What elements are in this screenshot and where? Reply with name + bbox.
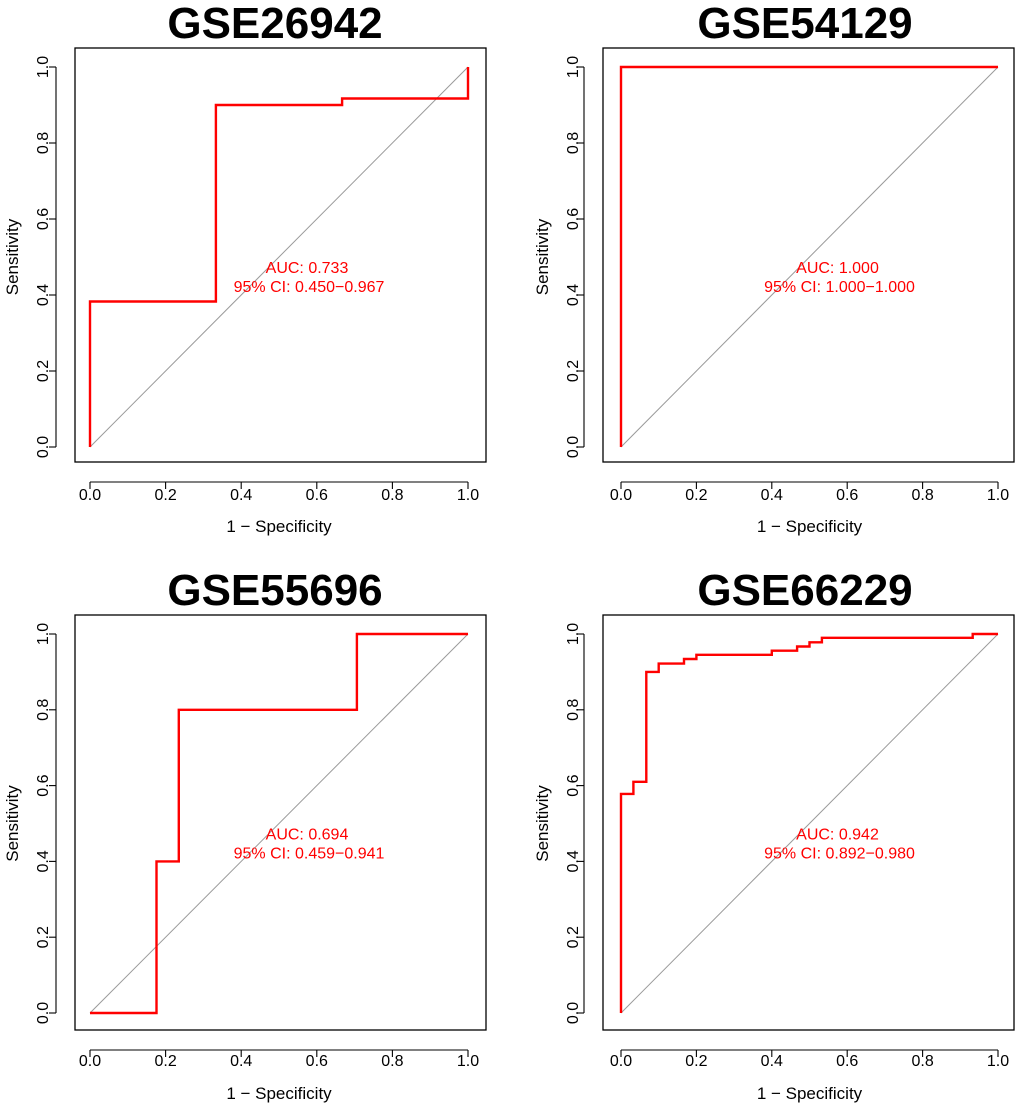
x-axis-label: 1 − Specificity [757, 517, 863, 536]
x-axis-label: 1 − Specificity [226, 517, 332, 536]
y-tick-label: 0.8 [35, 132, 52, 154]
reference-diagonal [620, 633, 999, 1014]
y-tick-label: 0.6 [565, 774, 582, 796]
x-tick-label: 0.8 [381, 1053, 403, 1070]
reference-diagonal [620, 66, 999, 448]
x-tick-label: 0.6 [306, 487, 328, 504]
roc-panel-1: GSE26942 0.0 0.2 0.4 0.6 0.8 1.0 1 − Specificit… [3, 0, 487, 536]
x-tick-label: 0.2 [685, 1053, 707, 1070]
y-tick-label: 0.2 [35, 360, 52, 382]
x-tick-label: 0.0 [79, 487, 101, 504]
y-axis-label: Sensitivity [3, 785, 22, 862]
x-tick-label: 0.8 [911, 487, 933, 504]
panel-title: GSE66229 [697, 566, 912, 615]
y-tick-label: 1.0 [35, 623, 52, 645]
y-tick-label: 0.8 [35, 699, 52, 721]
x-tick-label: 1.0 [987, 487, 1009, 504]
x-tick-label: 0.6 [836, 1053, 858, 1070]
y-tick-label: 0.8 [565, 699, 582, 721]
ci-label: 95% CI: 0.459−0.941 [234, 846, 385, 863]
x-tick-label: 0.2 [154, 1053, 176, 1070]
plot-frame [74, 614, 487, 1031]
x-axis-label: 1 − Specificity [757, 1084, 863, 1103]
roc-curve [619, 632, 998, 1013]
y-tick-label: 0.4 [35, 284, 52, 306]
y-axis-label: Sensitivity [533, 218, 552, 295]
plot-frame [602, 47, 1015, 463]
auc-label: AUC: 0.942 [796, 827, 879, 844]
auc-label: AUC: 1.000 [796, 260, 879, 277]
y-tick-label: 0.2 [565, 926, 582, 948]
x-tick-label: 0.0 [610, 1053, 632, 1070]
ci-label: 95% CI: 0.450−0.967 [234, 279, 385, 296]
y-tick-label: 0.4 [35, 850, 52, 872]
x-tick-label: 0.4 [761, 1053, 783, 1070]
x-tick-label: 0.0 [79, 1053, 101, 1070]
plot-frame [602, 614, 1015, 1031]
auc-label: AUC: 0.694 [266, 827, 349, 844]
y-tick-label: 0.6 [35, 208, 52, 230]
y-tick-label: 0.2 [35, 926, 52, 948]
x-tick-label: 0.8 [381, 487, 403, 504]
reference-diagonal [89, 633, 469, 1014]
x-tick-label: 0.4 [230, 487, 252, 504]
roc-curve [619, 65, 998, 447]
x-tick-label: 0.2 [154, 487, 176, 504]
x-tick-label: 0.4 [230, 1053, 252, 1070]
roc-panel-4: GSE66229 0.0 0.2 0.4 0.6 0.8 1.0 1 − Specificit… [533, 566, 1015, 1103]
auc-label: AUC: 0.733 [266, 260, 349, 277]
roc-panel-2: GSE54129 0.0 0.2 0.4 0.6 0.8 1.0 1 − Specificit… [533, 0, 1015, 536]
y-axis-label: Sensitivity [3, 218, 22, 295]
x-tick-label: 0.2 [685, 487, 707, 504]
panel-title: GSE54129 [697, 0, 912, 48]
y-tick-label: 0.2 [565, 360, 582, 382]
x-tick-label: 1.0 [457, 1053, 479, 1070]
y-tick-label: 0.6 [35, 774, 52, 796]
y-tick-label: 0.8 [565, 132, 582, 154]
x-tick-label: 0.6 [836, 487, 858, 504]
x-tick-label: 0.4 [761, 487, 783, 504]
panel-title: GSE26942 [167, 0, 382, 48]
y-tick-label: 0.6 [565, 208, 582, 230]
x-axis-label: 1 − Specificity [226, 1084, 332, 1103]
y-tick-label: 0.0 [565, 1002, 582, 1024]
panel-title: GSE55696 [167, 566, 382, 615]
x-tick-label: 0.8 [911, 1053, 933, 1070]
y-tick-label: 0.4 [565, 284, 582, 306]
y-tick-label: 1.0 [35, 56, 52, 78]
plot-frame [74, 47, 487, 463]
roc-curve [90, 632, 468, 1015]
x-tick-label: 1.0 [987, 1053, 1009, 1070]
x-tick-label: 1.0 [457, 487, 479, 504]
y-tick-label: 0.4 [565, 850, 582, 872]
y-tick-label: 0.0 [565, 436, 582, 458]
reference-diagonal [89, 66, 469, 448]
y-tick-label: 0.0 [35, 1002, 52, 1024]
y-tick-label: 1.0 [565, 623, 582, 645]
y-axis-label: Sensitivity [533, 785, 552, 862]
ci-label: 95% CI: 1.000−1.000 [764, 279, 915, 296]
roc-panel-3: GSE55696 0.0 0.2 0.4 0.6 0.8 1.0 1 − Specificit… [3, 566, 487, 1103]
y-tick-label: 1.0 [565, 56, 582, 78]
x-tick-label: 0.0 [610, 487, 632, 504]
roc-curve [88, 67, 470, 447]
y-tick-label: 0.0 [35, 436, 52, 458]
ci-label: 95% CI: 0.892−0.980 [764, 846, 915, 863]
x-tick-label: 0.6 [306, 1053, 328, 1070]
